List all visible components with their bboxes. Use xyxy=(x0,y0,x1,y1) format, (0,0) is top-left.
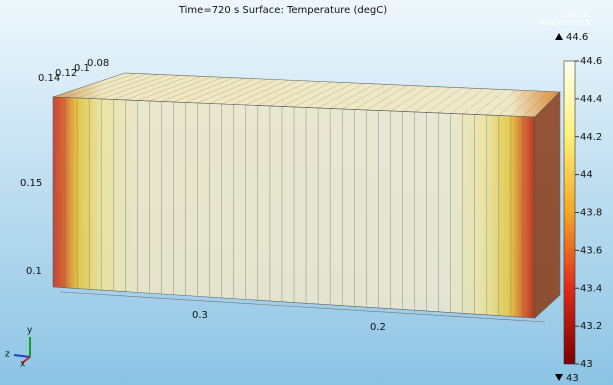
color-tick-label: 43.2 xyxy=(580,321,602,332)
graphics-window: Time=720 s Surface: Temperature (degC) C… xyxy=(0,0,613,385)
color-tick-label: 44.2 xyxy=(580,132,602,143)
color-tick-label: 43 xyxy=(580,359,593,370)
logo: COMSOL xyxy=(560,11,590,19)
color-tick-label: 44 xyxy=(580,170,593,181)
color-tick-label: 44.4 xyxy=(580,94,602,105)
side-face xyxy=(535,92,560,318)
axis-tick-label: 0.3 xyxy=(192,310,208,321)
triad-label: z xyxy=(5,350,10,360)
triad-label: y xyxy=(27,326,33,336)
axis-tick-label: 0.15 xyxy=(20,178,42,189)
axis-tick-label: 0.2 xyxy=(370,322,386,333)
color-max: 44.6 xyxy=(566,32,588,43)
color-tick-label: 44.6 xyxy=(580,56,602,67)
color-tick-label: 43.8 xyxy=(580,208,602,219)
axis-tick-label: 0.08 xyxy=(87,58,109,69)
plot-title: Time=720 s Surface: Temperature (degC) xyxy=(178,5,387,16)
color-tick-label: 43.4 xyxy=(580,283,602,294)
color-tick-label: 43.6 xyxy=(580,245,602,256)
logo: MULTIPHYSICS xyxy=(540,19,591,27)
color-bar xyxy=(564,61,575,364)
axis-tick-label: 0.1 xyxy=(26,266,42,277)
color-min: 43 xyxy=(566,373,579,384)
triad-label: x xyxy=(20,360,26,370)
